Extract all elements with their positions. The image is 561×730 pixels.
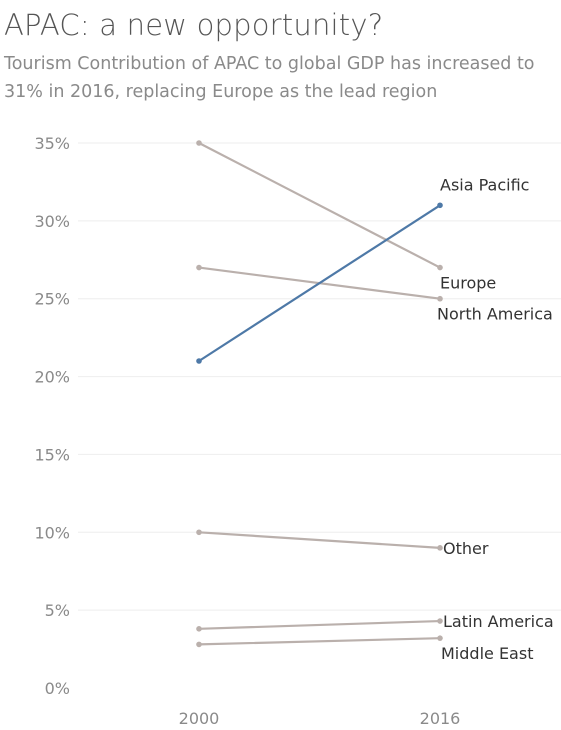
x-tick-label: 2000 bbox=[179, 709, 220, 728]
data-point-europe bbox=[437, 264, 443, 271]
series-lines bbox=[196, 140, 443, 648]
y-tick-label: 20% bbox=[34, 368, 70, 387]
series-line-middle-east bbox=[197, 637, 442, 646]
series-line-europe bbox=[197, 141, 442, 269]
series-labels: Europe North America Other Latin America Mid… bbox=[437, 175, 554, 663]
data-point-middle-east bbox=[437, 635, 443, 641]
data-point-north-america bbox=[196, 264, 202, 271]
y-tick-label: 25% bbox=[34, 290, 70, 309]
y-tick-label: 10% bbox=[34, 523, 70, 542]
series-label-asia-pacific: Asia Pacific bbox=[440, 175, 529, 194]
data-point-latin-america bbox=[196, 626, 202, 632]
series-label-other: Other bbox=[443, 539, 489, 558]
series-label-middle-east: Middle East bbox=[441, 644, 533, 663]
gridlines bbox=[78, 142, 561, 611]
y-tick-label: 35% bbox=[34, 134, 70, 153]
data-point-middle-east bbox=[196, 641, 202, 648]
x-tick-label: 2016 bbox=[420, 709, 461, 728]
series-line-other bbox=[197, 531, 442, 549]
chart-subtitle: Tourism Contribution of APAC to global G… bbox=[4, 54, 535, 102]
chart-title: APAC: a new opportunity? bbox=[4, 8, 384, 42]
y-tick-label: 30% bbox=[34, 212, 70, 231]
data-point-latin-america bbox=[437, 618, 443, 624]
y-axis-ticks: 0% 5% 10% 15% 20% 25% 30% 35% bbox=[34, 134, 70, 698]
y-tick-label: 0% bbox=[45, 679, 70, 698]
y-tick-label: 5% bbox=[45, 601, 70, 620]
data-point-europe bbox=[196, 140, 202, 146]
data-point-asia-pacific bbox=[437, 202, 443, 209]
series-label-europe: Europe bbox=[440, 274, 496, 293]
data-point-other bbox=[437, 545, 443, 551]
data-point-asia-pacific bbox=[196, 358, 202, 364]
y-tick-label: 15% bbox=[34, 445, 70, 464]
series-label-north-america: North America bbox=[437, 305, 553, 324]
series-label-latin-america: Latin America bbox=[443, 612, 554, 631]
series-line-asia-pacific bbox=[197, 204, 442, 363]
series-line-latin-america bbox=[197, 619, 442, 630]
data-point-north-america bbox=[437, 295, 443, 302]
x-axis-ticks: 2000 2016 bbox=[179, 709, 461, 728]
data-point-other bbox=[196, 529, 202, 536]
